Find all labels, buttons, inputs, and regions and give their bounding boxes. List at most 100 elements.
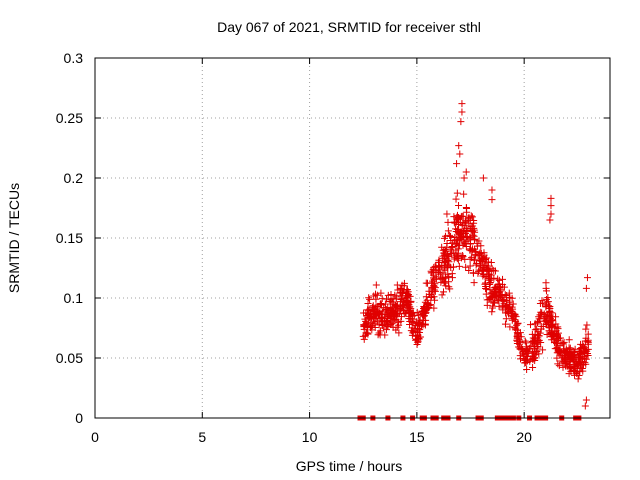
data-point bbox=[443, 239, 451, 247]
data-point bbox=[428, 279, 436, 287]
data-point bbox=[391, 291, 399, 299]
data-point bbox=[409, 328, 417, 336]
data-point bbox=[579, 360, 587, 368]
data-point bbox=[407, 305, 415, 313]
data-point bbox=[487, 259, 495, 267]
data-point bbox=[458, 212, 466, 220]
data-point bbox=[447, 237, 455, 245]
data-point bbox=[386, 310, 394, 318]
data-point bbox=[463, 232, 471, 240]
data-point bbox=[482, 285, 490, 293]
data-point bbox=[383, 317, 391, 325]
data-point bbox=[572, 358, 580, 366]
chart-title: Day 067 of 2021, SRMTID for receiver sth… bbox=[217, 19, 481, 35]
data-point bbox=[365, 311, 373, 319]
data-point bbox=[421, 298, 429, 306]
data-point bbox=[455, 142, 463, 150]
data-point bbox=[488, 292, 496, 300]
data-point bbox=[453, 255, 461, 263]
data-point bbox=[408, 309, 416, 317]
data-point bbox=[488, 308, 496, 316]
data-point bbox=[534, 328, 542, 336]
y-tick-label: 0 bbox=[75, 410, 83, 426]
data-point bbox=[494, 297, 502, 305]
data-point bbox=[505, 289, 513, 297]
data-point bbox=[561, 360, 569, 368]
data-point bbox=[430, 304, 438, 312]
data-point bbox=[462, 168, 470, 176]
data-point bbox=[479, 174, 487, 182]
data-point bbox=[448, 274, 456, 282]
data-point bbox=[582, 284, 590, 292]
data-point bbox=[454, 241, 462, 249]
data-point bbox=[373, 308, 381, 316]
y-tick-label: 0.1 bbox=[64, 290, 84, 306]
data-point bbox=[456, 228, 464, 236]
data-point bbox=[402, 294, 410, 302]
data-point bbox=[533, 339, 541, 347]
data-point bbox=[486, 279, 494, 287]
data-point bbox=[432, 268, 440, 276]
data-point bbox=[444, 218, 452, 226]
data-point bbox=[536, 300, 544, 307]
data-point bbox=[506, 300, 514, 308]
data-point bbox=[438, 291, 446, 299]
data-point bbox=[459, 252, 467, 260]
data-point bbox=[547, 194, 555, 202]
data-point bbox=[579, 367, 587, 375]
data-point bbox=[424, 300, 432, 308]
data-point bbox=[496, 285, 504, 293]
data-point bbox=[373, 318, 381, 326]
data-point bbox=[442, 274, 450, 282]
data-point bbox=[531, 357, 539, 365]
data-point bbox=[490, 291, 498, 299]
data-point bbox=[534, 344, 542, 352]
grid-layer bbox=[95, 58, 610, 418]
data-point bbox=[365, 294, 373, 302]
data-point bbox=[382, 326, 390, 334]
data-point bbox=[458, 236, 466, 244]
data-point bbox=[408, 324, 416, 332]
data-point bbox=[412, 335, 420, 343]
data-point bbox=[521, 337, 529, 345]
data-point bbox=[546, 216, 554, 224]
data-point bbox=[443, 260, 451, 268]
data-point bbox=[488, 186, 496, 194]
data-point bbox=[439, 269, 447, 277]
data-point bbox=[527, 342, 535, 350]
data-point bbox=[483, 254, 491, 262]
data-point bbox=[444, 270, 452, 278]
data-point bbox=[453, 160, 461, 168]
data-point bbox=[581, 349, 589, 357]
data-point bbox=[395, 321, 403, 329]
data-point bbox=[492, 285, 500, 293]
data-point bbox=[582, 346, 590, 354]
data-point bbox=[462, 237, 470, 245]
data-point bbox=[455, 262, 463, 270]
data-point bbox=[369, 302, 377, 310]
x-tick-label: 15 bbox=[409, 429, 425, 445]
data-point bbox=[443, 210, 451, 218]
data-point bbox=[461, 222, 469, 230]
data-point bbox=[475, 250, 483, 258]
data-point bbox=[522, 339, 530, 347]
data-point bbox=[547, 317, 555, 325]
data-point bbox=[516, 329, 524, 337]
data-point bbox=[416, 319, 424, 327]
data-point bbox=[416, 321, 424, 329]
data-point bbox=[444, 251, 452, 259]
data-point bbox=[429, 284, 437, 292]
data-point bbox=[390, 300, 398, 308]
data-point bbox=[363, 320, 371, 328]
data-point bbox=[504, 308, 512, 316]
data-point bbox=[361, 315, 369, 323]
data-point bbox=[583, 274, 591, 282]
data-point bbox=[509, 313, 517, 321]
data-point bbox=[473, 239, 481, 247]
data-point bbox=[485, 296, 493, 304]
data-point bbox=[501, 320, 509, 328]
y-tick-label: 0.2 bbox=[64, 170, 84, 186]
y-tick-label: 0.25 bbox=[56, 110, 83, 126]
data-point bbox=[506, 323, 514, 331]
data-point bbox=[543, 330, 551, 338]
